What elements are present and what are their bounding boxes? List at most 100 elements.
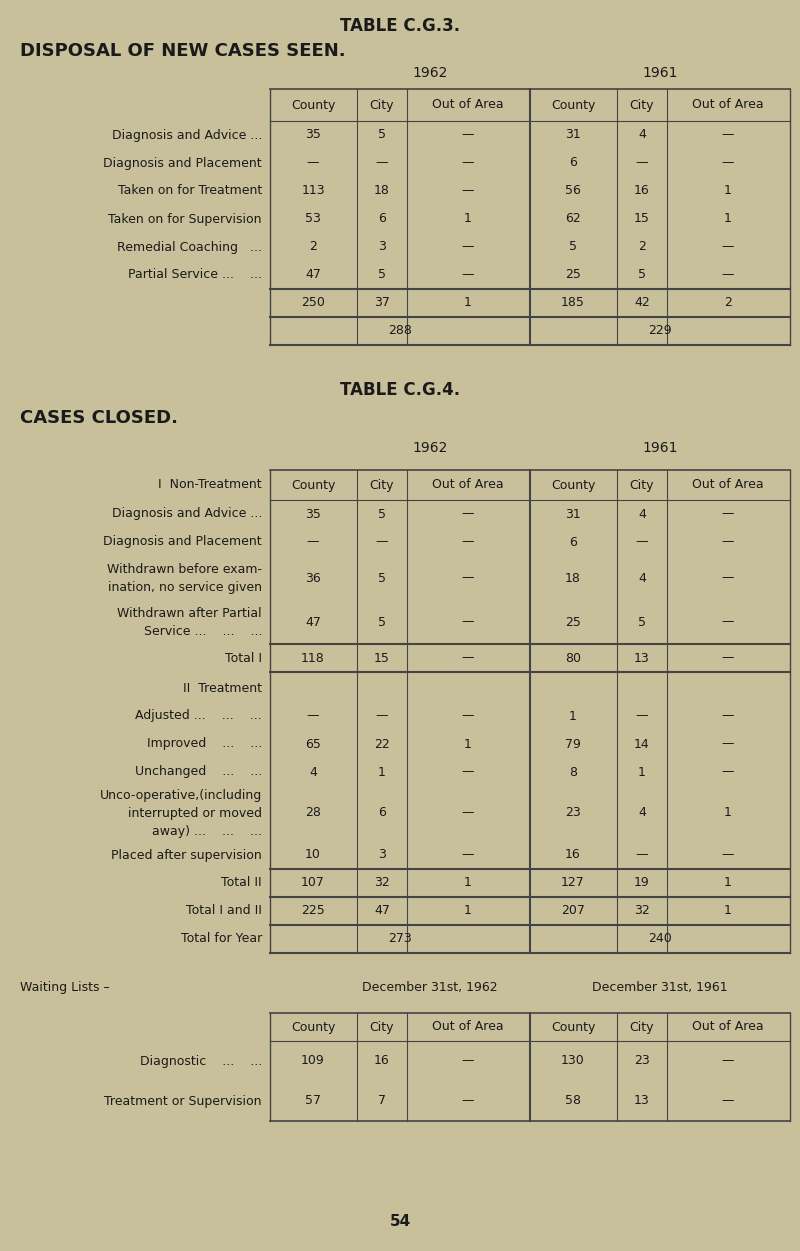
Text: 6: 6 xyxy=(569,156,577,169)
Text: 15: 15 xyxy=(634,213,650,225)
Text: 6: 6 xyxy=(378,213,386,225)
Text: Out of Area: Out of Area xyxy=(432,99,504,111)
Text: County: County xyxy=(551,478,595,492)
Text: Diagnosis and Advice ...: Diagnosis and Advice ... xyxy=(112,129,262,141)
Text: —: — xyxy=(722,269,734,281)
Text: Remedial Coaching   ...: Remedial Coaching ... xyxy=(117,240,262,254)
Text: 56: 56 xyxy=(565,184,581,198)
Text: Diagnosis and Placement: Diagnosis and Placement xyxy=(103,535,262,548)
Text: 5: 5 xyxy=(638,615,646,628)
Text: —: — xyxy=(462,129,474,141)
Text: Out of Area: Out of Area xyxy=(432,1021,504,1033)
Text: Withdrawn after Partial: Withdrawn after Partial xyxy=(118,607,262,619)
Text: Improved    ...    ...: Improved ... ... xyxy=(146,738,262,751)
Text: City: City xyxy=(370,478,394,492)
Text: 273: 273 xyxy=(388,932,412,946)
Text: 5: 5 xyxy=(569,240,577,254)
Text: 36: 36 xyxy=(305,572,321,584)
Text: —: — xyxy=(722,240,734,254)
Text: 207: 207 xyxy=(561,904,585,917)
Text: —: — xyxy=(462,615,474,628)
Text: 5: 5 xyxy=(378,269,386,281)
Text: 6: 6 xyxy=(569,535,577,548)
Text: —: — xyxy=(376,156,388,169)
Text: 2: 2 xyxy=(309,240,317,254)
Text: County: County xyxy=(291,99,335,111)
Text: 1: 1 xyxy=(464,738,472,751)
Text: —: — xyxy=(722,615,734,628)
Text: 1: 1 xyxy=(724,213,732,225)
Text: 4: 4 xyxy=(638,129,646,141)
Text: 3: 3 xyxy=(378,848,386,862)
Text: 1961: 1961 xyxy=(642,442,678,455)
Text: 6: 6 xyxy=(378,807,386,819)
Text: 1: 1 xyxy=(724,877,732,889)
Text: 5: 5 xyxy=(378,129,386,141)
Text: City: City xyxy=(370,99,394,111)
Text: —: — xyxy=(462,184,474,198)
Text: interrupted or moved: interrupted or moved xyxy=(128,807,262,819)
Text: 225: 225 xyxy=(301,904,325,917)
Text: —: — xyxy=(722,652,734,664)
Text: 47: 47 xyxy=(305,615,321,628)
Text: Treatment or Supervision: Treatment or Supervision xyxy=(105,1095,262,1107)
Text: Taken on for Treatment: Taken on for Treatment xyxy=(118,184,262,198)
Text: I  Non-Treatment: I Non-Treatment xyxy=(158,478,262,492)
Text: —: — xyxy=(462,1055,474,1067)
Text: —: — xyxy=(462,848,474,862)
Text: 65: 65 xyxy=(305,738,321,751)
Text: 16: 16 xyxy=(374,1055,390,1067)
Text: 18: 18 xyxy=(565,572,581,584)
Text: —: — xyxy=(722,156,734,169)
Text: City: City xyxy=(630,99,654,111)
Text: Total I and II: Total I and II xyxy=(186,904,262,917)
Text: DISPOSAL OF NEW CASES SEEN.: DISPOSAL OF NEW CASES SEEN. xyxy=(20,43,346,60)
Text: 79: 79 xyxy=(565,738,581,751)
Text: 28: 28 xyxy=(305,807,321,819)
Text: 23: 23 xyxy=(565,807,581,819)
Text: 288: 288 xyxy=(388,324,412,338)
Text: 4: 4 xyxy=(638,572,646,584)
Text: Total II: Total II xyxy=(222,877,262,889)
Text: 31: 31 xyxy=(565,508,581,520)
Text: 80: 80 xyxy=(565,652,581,664)
Text: 2: 2 xyxy=(724,296,732,309)
Text: 18: 18 xyxy=(374,184,390,198)
Text: —: — xyxy=(722,709,734,723)
Text: December 31st, 1962: December 31st, 1962 xyxy=(362,982,498,995)
Text: 1: 1 xyxy=(569,709,577,723)
Text: County: County xyxy=(291,1021,335,1033)
Text: 5: 5 xyxy=(378,572,386,584)
Text: —: — xyxy=(722,766,734,778)
Text: —: — xyxy=(462,652,474,664)
Text: 13: 13 xyxy=(634,1095,650,1107)
Text: 42: 42 xyxy=(634,296,650,309)
Text: 3: 3 xyxy=(378,240,386,254)
Text: 1962: 1962 xyxy=(412,66,448,80)
Text: Partial Service ...    ...: Partial Service ... ... xyxy=(128,269,262,281)
Text: 1: 1 xyxy=(724,807,732,819)
Text: Service ...    ...    ...: Service ... ... ... xyxy=(143,626,262,638)
Text: 47: 47 xyxy=(305,269,321,281)
Text: TABLE C.G.4.: TABLE C.G.4. xyxy=(340,382,460,399)
Text: —: — xyxy=(722,738,734,751)
Text: 7: 7 xyxy=(378,1095,386,1107)
Text: —: — xyxy=(462,1095,474,1107)
Text: —: — xyxy=(636,535,648,548)
Text: 25: 25 xyxy=(565,269,581,281)
Text: —: — xyxy=(462,508,474,520)
Text: 250: 250 xyxy=(301,296,325,309)
Text: 4: 4 xyxy=(638,807,646,819)
Text: 35: 35 xyxy=(305,508,321,520)
Text: Diagnostic    ...    ...: Diagnostic ... ... xyxy=(140,1055,262,1067)
Text: ination, no service given: ination, no service given xyxy=(108,582,262,594)
Text: 31: 31 xyxy=(565,129,581,141)
Text: —: — xyxy=(636,156,648,169)
Text: 57: 57 xyxy=(305,1095,321,1107)
Text: Out of Area: Out of Area xyxy=(692,1021,764,1033)
Text: —: — xyxy=(462,240,474,254)
Text: 35: 35 xyxy=(305,129,321,141)
Text: 47: 47 xyxy=(374,904,390,917)
Text: 16: 16 xyxy=(565,848,581,862)
Text: 32: 32 xyxy=(634,904,650,917)
